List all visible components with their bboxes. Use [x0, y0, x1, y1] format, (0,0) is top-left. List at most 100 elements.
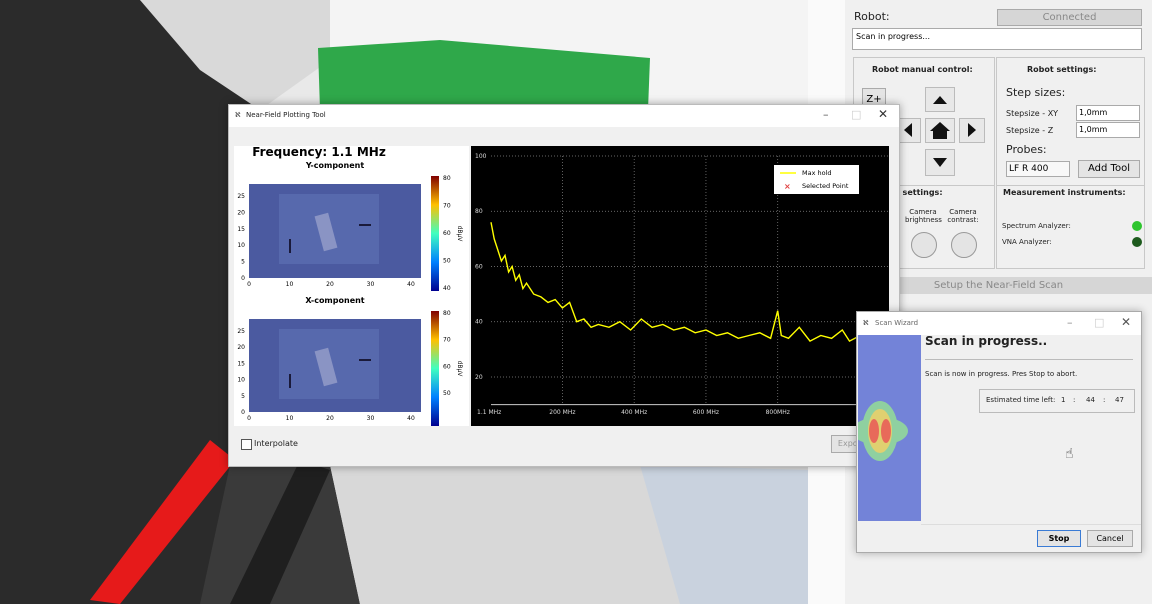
- y-tick-label: 10: [237, 242, 245, 249]
- y-tick-label: 15: [237, 360, 245, 367]
- pcb-part: [289, 239, 291, 253]
- colorbar-tick-label: 60: [443, 230, 451, 237]
- separator-line: [925, 359, 1133, 360]
- button[interactable]: Add Tool: [1078, 160, 1140, 178]
- y-tick-label: 20: [237, 344, 245, 351]
- x-tick-label: 20: [326, 415, 334, 422]
- x-tick-label: 0: [247, 281, 251, 288]
- button[interactable]: Stop: [1037, 530, 1081, 547]
- heading: Scan in progress..: [925, 334, 1047, 348]
- y-tick-label: 0: [241, 409, 245, 416]
- y-tick-label: 100: [475, 153, 487, 160]
- icon: [926, 119, 954, 142]
- status: Connected: [997, 9, 1142, 26]
- message: Scan is now in progress. Pres Stop to ab…: [925, 370, 1077, 378]
- icon: [926, 88, 954, 111]
- y-tick-label: 0: [241, 275, 245, 282]
- separator-line: [921, 524, 1141, 525]
- y-tick-label: 25: [237, 193, 245, 200]
- heatmap-title: X-component: [305, 296, 364, 305]
- x-tick-label: 600 MHz: [693, 409, 719, 416]
- plot-window: ℵ Near-Field Plotting Tool – □ ✕ Frequen…: [228, 104, 900, 467]
- x-tick-label: 10: [286, 415, 294, 422]
- legend-label: Selected Point: [802, 182, 849, 190]
- window-title: Scan Wizard: [875, 319, 918, 327]
- seconds: 47: [1115, 396, 1124, 404]
- y-tick-label: 80: [475, 208, 483, 215]
- hours: 1: [1061, 396, 1065, 404]
- minutes: 44: [1086, 396, 1095, 404]
- screen: Robot: Connected Scan in progress... Rob…: [0, 0, 1152, 604]
- pcb-part: [359, 359, 371, 361]
- label: Step sizes:: [1006, 86, 1065, 99]
- heading: Robot manual control:: [872, 65, 973, 74]
- x-tick-label: 400 MHz: [621, 409, 647, 416]
- y-tick-label: 5: [241, 259, 245, 266]
- x-tick-label: 0: [247, 415, 251, 422]
- colorbar-tick-label: 80: [443, 175, 451, 182]
- dial[interactable]: [951, 232, 977, 258]
- legend-label: Max hold: [802, 169, 832, 177]
- input[interactable]: 1,0mm: [1076, 105, 1140, 121]
- close[interactable]: ✕: [878, 107, 888, 121]
- label: VNA Analyzer:: [1002, 238, 1052, 246]
- colorbar-label: dBµV: [456, 226, 463, 243]
- label: Probes:: [1006, 143, 1047, 156]
- button[interactable]: Cancel: [1087, 530, 1133, 547]
- y-tick-label: 20: [475, 374, 483, 381]
- heading: Robot settings:: [1027, 65, 1096, 74]
- colorbar: [431, 176, 439, 291]
- close[interactable]: ✕: [1121, 315, 1131, 329]
- x-tick-label: 20: [326, 281, 334, 288]
- icon: [926, 150, 954, 175]
- x-tick-label: 30: [367, 415, 375, 422]
- legend-marker: ×: [784, 182, 791, 191]
- x-tick-label: 30: [367, 281, 375, 288]
- dial[interactable]: [911, 232, 937, 258]
- select[interactable]: LF R 400: [1006, 161, 1070, 177]
- colorbar-tick-label: 50: [443, 258, 451, 265]
- y-tick-label: 25: [237, 328, 245, 335]
- maximize[interactable]: □: [851, 108, 861, 121]
- colorbar-tick-label: 50: [443, 390, 451, 397]
- label: Estimated time left:: [986, 396, 1055, 404]
- down-button[interactable]: [925, 149, 955, 176]
- colorbar-tick-label: 80: [443, 310, 451, 317]
- colorbar-label: dBµV: [456, 361, 463, 378]
- x-tick-label: 10: [286, 281, 294, 288]
- minimize[interactable]: –: [823, 108, 829, 121]
- separator: :: [1073, 396, 1075, 404]
- maximize[interactable]: □: [1094, 316, 1104, 329]
- right-button[interactable]: [959, 118, 985, 143]
- x-tick-label: 800MHz: [766, 409, 790, 416]
- home-button[interactable]: [925, 118, 955, 143]
- input[interactable]: 1,0mm: [1076, 122, 1140, 138]
- scan-wizard: ℵ Scan Wizard – □ ✕ Scan in progress.. S…: [856, 311, 1142, 553]
- label: Stepsize - Z: [1006, 126, 1053, 135]
- minimize[interactable]: –: [1067, 316, 1073, 329]
- colorbar-tick-label: 40: [443, 285, 451, 292]
- label: Spectrum Analyzer:: [1002, 222, 1071, 230]
- frequency: Frequency: 1.1 MHz: [252, 146, 386, 159]
- label: Camera brightness: [905, 208, 941, 224]
- plots: Frequency: 1.1 MHz Y-component0102030400…: [234, 146, 889, 426]
- title-bar: [229, 105, 899, 127]
- x-tick-label: 1.1 MHz: [477, 409, 501, 416]
- colorbar: [431, 311, 439, 426]
- window-title: Near-Field Plotting Tool: [246, 111, 326, 119]
- y-tick-label: 60: [475, 263, 483, 270]
- colorbar-tick-label: 70: [443, 337, 451, 344]
- label: Robot:: [854, 10, 890, 23]
- checkbox[interactable]: [241, 439, 252, 450]
- pcb-part: [289, 374, 291, 388]
- status-led: [1132, 237, 1142, 247]
- y-tick-label: 20: [237, 209, 245, 216]
- y-tick-label: 15: [237, 226, 245, 233]
- x-tick-label: 200 MHz: [549, 409, 575, 416]
- up-button[interactable]: [925, 87, 955, 112]
- separator: :: [1103, 396, 1105, 404]
- log: Scan in progress...: [852, 28, 1142, 50]
- y-tick-label: 10: [237, 377, 245, 384]
- x-tick-label: 40: [407, 415, 415, 422]
- x-tick-label: 40: [407, 281, 415, 288]
